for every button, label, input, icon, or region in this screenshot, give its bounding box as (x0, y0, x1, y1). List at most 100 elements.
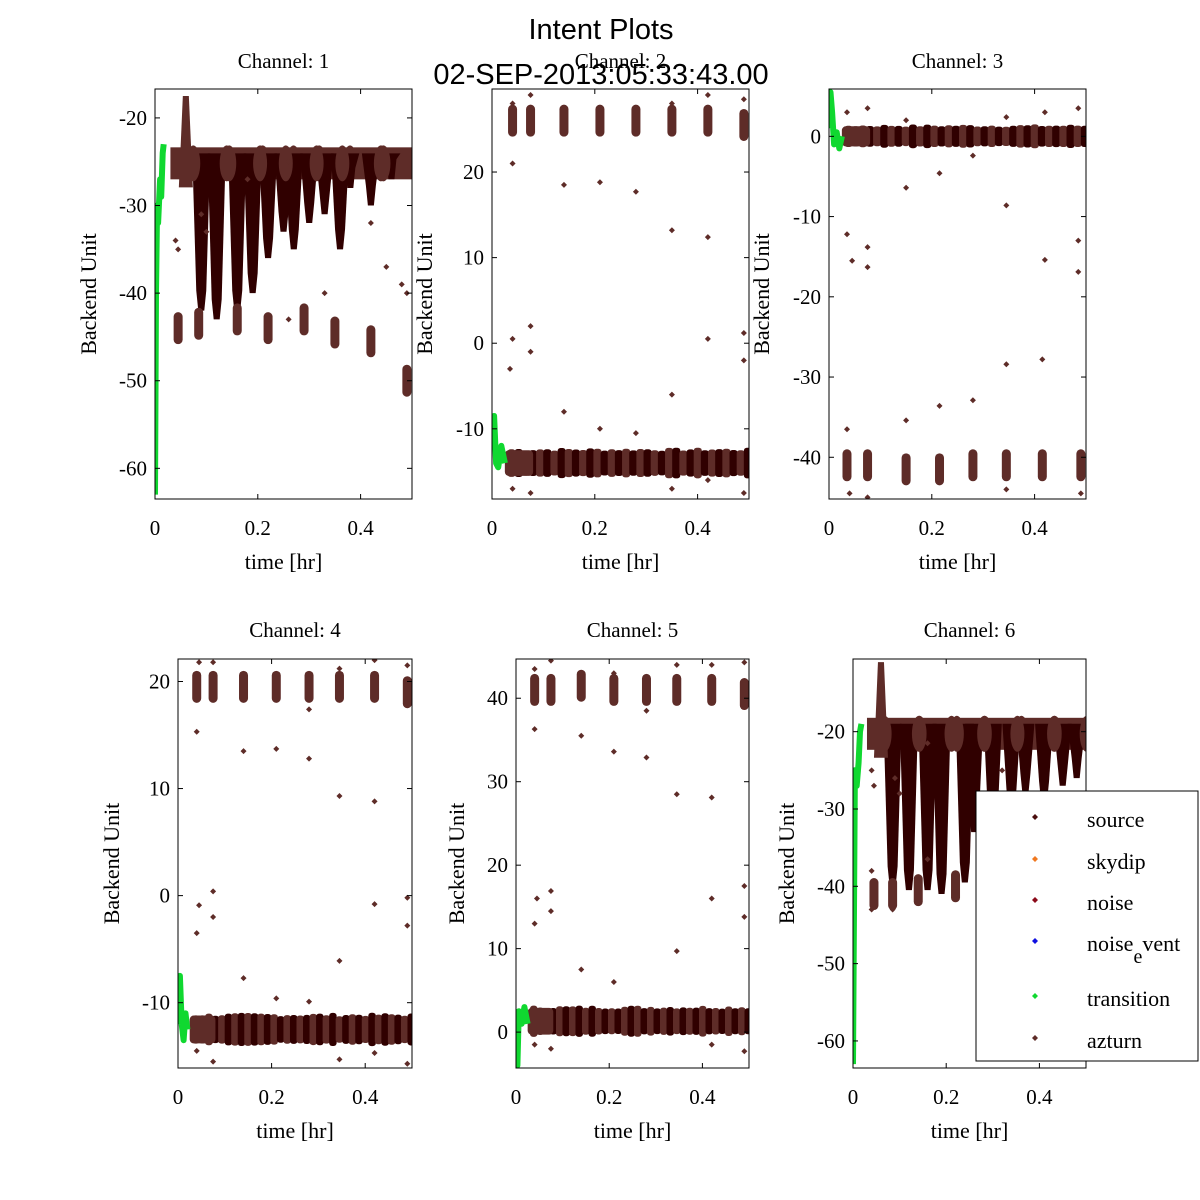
azturn-segment (504, 450, 534, 476)
source-segment (218, 1015, 226, 1044)
outlier-point (509, 160, 516, 167)
outlier-point (285, 316, 292, 323)
azturn-blob (949, 715, 964, 752)
outlier-point (1075, 237, 1082, 244)
azturn-cluster (208, 670, 218, 703)
panel-title: Channel: 2 (575, 49, 667, 73)
outlier-point (864, 244, 871, 251)
source-segment (700, 450, 710, 476)
azturn-cluster (194, 307, 204, 340)
outlier-point (868, 906, 875, 913)
outlier-point (398, 281, 405, 288)
source-segment (381, 1013, 389, 1046)
source-segment (901, 126, 910, 147)
source-segment (586, 448, 595, 478)
outlier-point (596, 179, 603, 186)
outlier-point (273, 745, 280, 752)
y-tick-label: -40 (119, 281, 147, 305)
panel-title: Channel: 6 (924, 618, 1016, 642)
source-dip (932, 723, 951, 895)
outlier-point (632, 188, 639, 195)
panel-title: Channel: 3 (912, 49, 1004, 73)
azturn-cluster (173, 312, 183, 345)
outlier-point (643, 707, 650, 714)
outlier-point (196, 902, 203, 909)
azturn-cluster (508, 104, 518, 137)
azturn-blob (309, 145, 324, 182)
y-tick-label: -60 (817, 1029, 845, 1053)
plot-area (492, 91, 749, 497)
azturn-blob (278, 145, 293, 182)
source-segment (361, 1015, 370, 1043)
x-tick-label: 0.2 (258, 1085, 284, 1109)
source-segment (731, 1008, 739, 1035)
source-segment (1045, 125, 1054, 147)
source-segment (607, 1008, 616, 1035)
plot-area (178, 659, 412, 1067)
x-tick-label: 0 (511, 1085, 522, 1109)
outlier-point (843, 426, 850, 433)
outlier-point (404, 1060, 411, 1067)
legend-marker (1032, 938, 1038, 944)
azturn-cluster (1037, 449, 1047, 482)
azturn-cluster (739, 678, 749, 711)
source-segment (562, 1006, 570, 1037)
source-segment (711, 1008, 720, 1035)
source-segment (923, 124, 932, 149)
source-segment (715, 449, 724, 478)
source-segment (951, 125, 961, 147)
outlier-point (632, 430, 639, 437)
outlier-point (203, 228, 210, 235)
azturn-cluster (951, 870, 961, 903)
source-segment (335, 1016, 344, 1043)
source-segment (729, 449, 738, 477)
source-segment (666, 1006, 674, 1036)
legend-marker (1032, 814, 1038, 820)
source-segment (980, 126, 989, 147)
azturn-cluster (366, 325, 376, 358)
panel-title: Channel: 1 (238, 49, 330, 73)
outlier-point (240, 748, 247, 755)
legend-label: noise (1087, 890, 1133, 915)
outlier-point (889, 906, 896, 913)
source-segment (224, 1013, 233, 1046)
source-segment (575, 1005, 583, 1037)
outlier-point (172, 237, 179, 244)
outlier-point (704, 477, 711, 484)
azturn-cluster (330, 316, 340, 349)
outlier-point (336, 793, 343, 800)
source-segment (601, 1008, 609, 1035)
source-segment (973, 126, 982, 147)
outlier-point (306, 998, 313, 1005)
outlier-point (404, 894, 411, 901)
outlier-point (673, 661, 680, 668)
outlier-point (371, 1050, 378, 1057)
source-segment (692, 1007, 700, 1035)
outlier-point (403, 290, 410, 297)
source-segment (1066, 124, 1075, 148)
source-segment (593, 448, 602, 478)
outlier-point (1039, 356, 1046, 363)
azturn-cluster (370, 670, 380, 703)
azturn-segment (189, 1015, 216, 1044)
x-tick-label: 0.2 (245, 516, 271, 540)
outlier-point (531, 1041, 538, 1048)
axes-frame (154, 88, 413, 500)
source-segment (231, 1013, 239, 1046)
outlier-point (196, 659, 203, 666)
x-axis-label: time [hr] (582, 549, 660, 574)
outlier-point (578, 732, 585, 739)
transition-series (492, 413, 508, 471)
azturn-cluster (576, 669, 586, 702)
azturn-cluster (631, 104, 641, 137)
azturn-segment (841, 126, 871, 147)
source-segment (672, 447, 681, 479)
source-segment (614, 450, 624, 477)
outlier-point (643, 754, 650, 761)
outlier-point (404, 662, 411, 669)
azturn-cluster (739, 108, 749, 141)
source-segment (880, 124, 889, 148)
outlier-point (210, 914, 217, 921)
transition-series (516, 1004, 531, 1068)
x-tick-label: 0 (173, 1085, 184, 1109)
